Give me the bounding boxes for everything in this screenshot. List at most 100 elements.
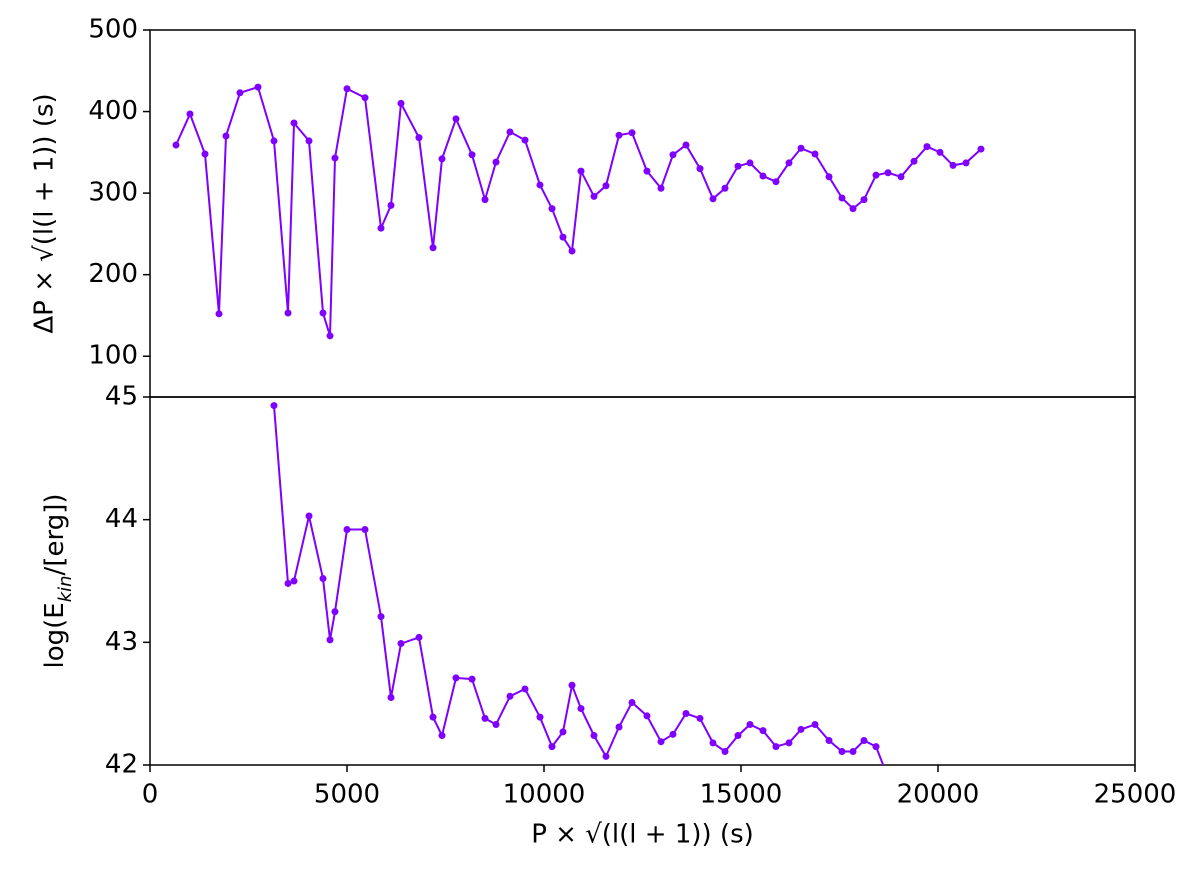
data-point bbox=[849, 205, 857, 213]
data-point bbox=[319, 309, 327, 317]
data-point bbox=[811, 150, 819, 158]
data-point bbox=[825, 736, 833, 744]
y-axis-label: ΔP × √(l(l + 1)) (s) bbox=[30, 93, 60, 333]
data-point bbox=[397, 640, 405, 648]
y-tick-label: 300 bbox=[88, 178, 138, 208]
data-point bbox=[481, 196, 489, 204]
data-point bbox=[270, 137, 278, 145]
data-point bbox=[559, 728, 567, 736]
data-point bbox=[682, 141, 690, 149]
data-point bbox=[415, 134, 423, 142]
data-point bbox=[568, 681, 576, 689]
data-point bbox=[602, 752, 610, 760]
plot-area bbox=[270, 402, 892, 781]
data-point bbox=[361, 94, 369, 102]
data-point bbox=[222, 132, 230, 140]
data-point bbox=[746, 721, 754, 729]
data-point bbox=[506, 128, 514, 136]
x-tick-label: 25000 bbox=[1094, 780, 1177, 810]
data-point bbox=[696, 714, 704, 722]
data-point bbox=[669, 151, 677, 159]
data-point bbox=[290, 577, 298, 585]
data-point bbox=[797, 725, 805, 733]
data-point bbox=[536, 181, 544, 189]
data-point bbox=[559, 233, 567, 241]
data-point bbox=[536, 713, 544, 721]
data-point bbox=[452, 674, 460, 682]
data-point bbox=[977, 145, 985, 153]
data-point bbox=[215, 310, 223, 318]
data-point bbox=[452, 115, 460, 123]
data-point bbox=[331, 608, 339, 616]
data-point bbox=[492, 158, 500, 166]
data-point bbox=[657, 738, 665, 746]
x-tick-label: 15000 bbox=[700, 780, 783, 810]
data-point bbox=[772, 178, 780, 186]
data-point bbox=[936, 148, 944, 156]
data-point bbox=[254, 83, 262, 91]
data-point bbox=[923, 143, 931, 151]
data-point bbox=[397, 99, 405, 107]
data-point bbox=[759, 727, 767, 735]
data-point bbox=[506, 692, 514, 700]
data-point bbox=[568, 247, 576, 255]
data-point bbox=[236, 89, 244, 97]
y-axis-label: log(Ekin/[erg]) bbox=[40, 494, 76, 669]
data-point bbox=[387, 201, 395, 209]
data-point bbox=[438, 155, 446, 163]
data-point bbox=[331, 154, 339, 162]
y-axis-label-part: kin bbox=[55, 575, 76, 602]
data-point bbox=[343, 525, 351, 533]
data-point bbox=[429, 244, 437, 252]
data-point bbox=[746, 159, 754, 167]
data-point bbox=[590, 732, 598, 740]
data-point bbox=[429, 713, 437, 721]
data-point bbox=[602, 182, 610, 190]
data-point bbox=[797, 144, 805, 152]
data-point bbox=[387, 694, 395, 702]
data-point bbox=[201, 150, 209, 158]
data-point bbox=[860, 196, 868, 204]
data-point bbox=[319, 575, 327, 583]
data-line bbox=[175, 85, 982, 337]
data-point bbox=[481, 714, 489, 722]
data-point bbox=[615, 723, 623, 731]
data-point bbox=[709, 739, 717, 747]
data-point bbox=[521, 685, 529, 693]
y-tick-label: 42 bbox=[105, 750, 138, 780]
data-point bbox=[468, 151, 476, 159]
data-point bbox=[290, 119, 298, 127]
data-point bbox=[669, 730, 677, 738]
x-tick-label: 5000 bbox=[314, 780, 380, 810]
data-point bbox=[759, 172, 767, 180]
data-point bbox=[577, 705, 585, 713]
x-tick-label: 20000 bbox=[897, 780, 980, 810]
x-tick-label: 0 bbox=[142, 780, 159, 810]
data-point bbox=[643, 712, 651, 720]
data-point bbox=[696, 165, 704, 173]
y-axis-label-part: log(E bbox=[40, 602, 70, 668]
data-point bbox=[361, 525, 369, 533]
data-point bbox=[326, 332, 334, 340]
data-point bbox=[962, 159, 970, 167]
data-point bbox=[721, 184, 729, 192]
y-tick-label: 100 bbox=[88, 341, 138, 371]
data-point bbox=[910, 157, 918, 165]
data-point bbox=[377, 224, 385, 232]
data-point bbox=[548, 743, 556, 751]
data-point bbox=[326, 636, 334, 644]
data-point bbox=[628, 698, 636, 706]
data-point bbox=[284, 309, 292, 317]
data-point bbox=[284, 579, 292, 587]
data-point bbox=[734, 732, 742, 740]
data-point bbox=[270, 402, 278, 410]
y-tick-label: 200 bbox=[88, 259, 138, 289]
data-point bbox=[628, 129, 636, 137]
x-axis-label: P × √(l(l + 1)) (s) bbox=[531, 820, 754, 850]
data-point bbox=[415, 633, 423, 641]
data-point bbox=[838, 194, 846, 202]
data-point bbox=[305, 137, 313, 145]
data-point bbox=[885, 774, 892, 781]
data-point bbox=[682, 709, 690, 717]
